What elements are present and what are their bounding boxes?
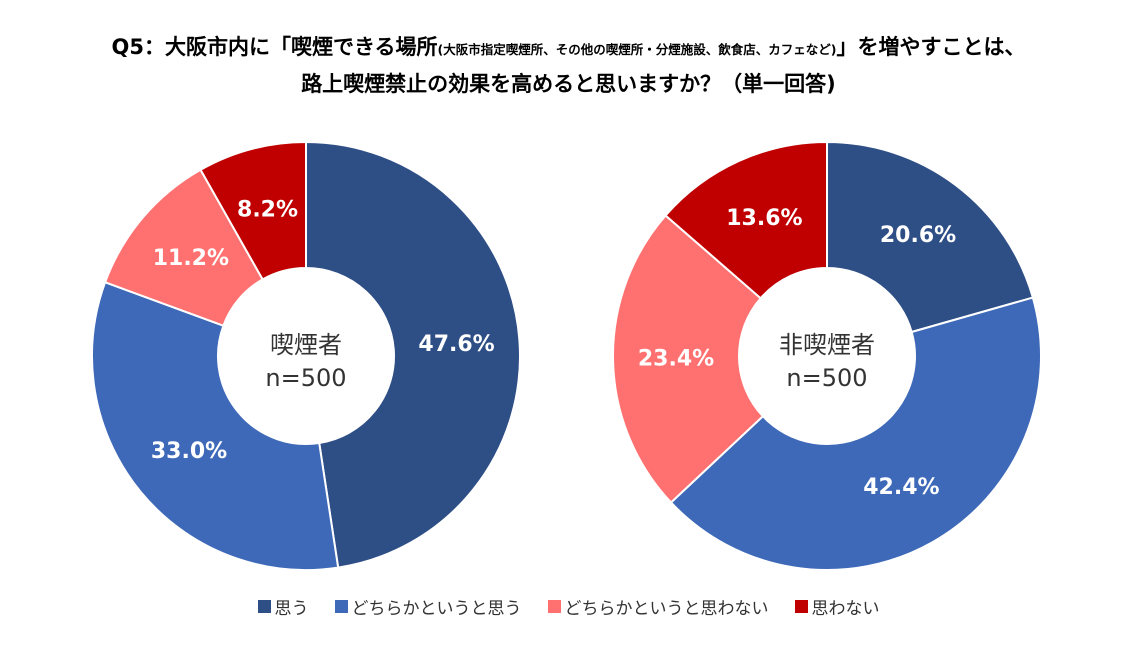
center-label-group: 喫煙者	[270, 331, 342, 359]
legend-swatch	[257, 600, 271, 613]
legend-item: 思わない	[794, 594, 880, 619]
legend-label: どちらかというと思う	[351, 599, 522, 619]
legend: 思う どちらかというと思う どちらかというと思わない 思わない	[0, 594, 1137, 619]
slice-value-label: 20.6%	[880, 223, 956, 248]
center-label-group: 非喫煙者	[779, 331, 875, 359]
donut-chart-smokers: 47.6% 33.0% 11.2% 8.2% 喫煙者 n=500	[91, 140, 521, 571]
slice-value-label: 13.6%	[726, 206, 802, 231]
title-line-2: 路上喫煙禁止の効果を高めると思いますか？（単一回答)	[301, 72, 836, 96]
title-line-1-part-a: Q5：大阪市内に「喫煙できる場所	[111, 35, 438, 59]
donut-slice	[199, 140, 307, 281]
donut-slice	[669, 296, 1042, 571]
legend-label: どちらかというと思わない	[564, 599, 769, 619]
donut-slice	[664, 140, 828, 300]
legend-label: 思う	[274, 599, 309, 619]
slice-value-label: 47.6%	[418, 332, 494, 357]
chart-title: Q5：大阪市内に「喫煙できる場所(大阪市指定喫煙所、その他の喫煙所・分煙施設、飲…	[0, 30, 1137, 101]
legend-item: どちらかというと思わない	[547, 594, 769, 619]
slice-value-label: 42.4%	[863, 475, 939, 500]
legend-swatch	[547, 600, 561, 613]
legend-item: どちらかというと思う	[334, 594, 522, 619]
slice-value-label: 33.0%	[151, 439, 227, 464]
donut-chart-non-smokers: 20.6% 42.4% 23.4% 13.6% 非喫煙者 n=500	[612, 140, 1042, 571]
donut-slice	[305, 140, 521, 569]
donut-slice	[91, 280, 340, 571]
title-line-1-part-b: 」を増やすことは、	[836, 35, 1026, 59]
slice-value-label: 11.2%	[153, 246, 229, 271]
title-line-1: Q5：大阪市内に「喫煙できる場所(大阪市指定喫煙所、その他の喫煙所・分煙施設、飲…	[0, 30, 1137, 67]
donut-slice	[612, 214, 765, 504]
center-label-sample-size: n=500	[265, 364, 346, 392]
slice-value-label: 23.4%	[638, 346, 714, 371]
legend-label: 思わない	[811, 599, 880, 619]
legend-swatch	[334, 600, 348, 613]
donut-slice	[103, 168, 265, 327]
legend-swatch	[794, 600, 808, 613]
slice-value-label: 8.2%	[237, 197, 298, 222]
legend-item: 思う	[257, 594, 309, 619]
donut-slice	[826, 140, 1035, 334]
title-line-1-note: (大阪市指定喫煙所、その他の喫煙所・分煙施設、飲食店、カフェなど)	[437, 42, 837, 57]
center-label-sample-size: n=500	[786, 364, 867, 392]
